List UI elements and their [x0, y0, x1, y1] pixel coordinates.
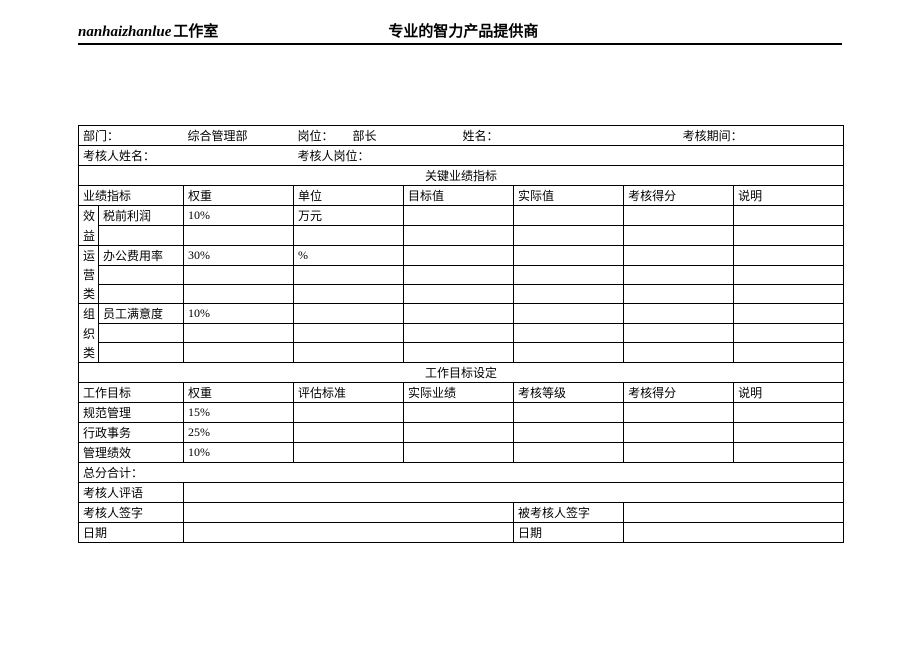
goal-h1: 工作目标 — [79, 382, 184, 402]
assessor-name-label: 考核人姓名： — [79, 146, 294, 166]
section1-title: 关键业绩指标 — [79, 166, 844, 186]
kpi-r1-unit: 万元 — [294, 206, 404, 226]
assessment-form: 部门： 综合管理部 岗位： 部长 姓名： 考核期间： 考核人姓名： 考核人岗位：… — [78, 125, 844, 543]
kpi-g1-l2: 益 — [79, 226, 99, 246]
total-row: 总分合计： — [79, 462, 844, 482]
kpi-r1-score — [624, 206, 734, 226]
comment-value — [184, 482, 844, 502]
kpi-row-2: 运 办公费用率 30% % — [79, 245, 844, 265]
goal-row-3: 管理绩效 10% — [79, 442, 844, 462]
goal-row-1: 规范管理 15% — [79, 402, 844, 422]
kpi-r1-target — [404, 206, 514, 226]
goal-h2: 权重 — [184, 382, 294, 402]
goal-r1-weight: 15% — [184, 402, 294, 422]
goal-h6: 考核得分 — [624, 382, 734, 402]
section1-title-row: 关键业绩指标 — [79, 166, 844, 186]
kpi-row-3b: 织 — [79, 324, 844, 343]
goal-row-2: 行政事务 25% — [79, 422, 844, 442]
dept-value: 综合管理部 — [184, 126, 294, 146]
info-row-1: 部门： 综合管理部 岗位： 部长 姓名： 考核期间： — [79, 126, 844, 146]
kpi-h1: 业绩指标 — [79, 186, 184, 206]
goal-h5: 考核等级 — [514, 382, 624, 402]
goal-header-row: 工作目标 权重 评估标准 实际业绩 考核等级 考核得分 说明 — [79, 382, 844, 402]
assessee-sign-label: 被考核人签字 — [514, 502, 624, 522]
dept-label: 部门： — [79, 126, 184, 146]
slogan: 专业的智力产品提供商 — [388, 20, 538, 41]
section2-title: 工作目标设定 — [79, 362, 844, 382]
kpi-r1-weight: 10% — [184, 206, 294, 226]
kpi-g3-l2: 织 — [79, 324, 99, 343]
kpi-h5: 实际值 — [514, 186, 624, 206]
date2-label: 日期 — [514, 522, 624, 542]
kpi-h2: 权重 — [184, 186, 294, 206]
kpi-h7: 说明 — [734, 186, 844, 206]
period-label: 考核期间： — [679, 126, 844, 146]
kpi-g2-l1: 运 — [79, 245, 99, 265]
goal-r2-weight: 25% — [184, 422, 294, 442]
goal-r1-name: 规范管理 — [79, 402, 184, 422]
date2-value — [624, 522, 844, 542]
kpi-r3-weight: 10% — [184, 304, 294, 324]
document-header: nanhaizhanlue 工作室 专业的智力产品提供商 — [78, 20, 842, 45]
kpi-r2-unit: % — [294, 245, 404, 265]
kpi-r2-weight: 30% — [184, 245, 294, 265]
goal-r2-name: 行政事务 — [79, 422, 184, 442]
date1-value — [184, 522, 514, 542]
kpi-r1-name: 税前利润 — [99, 206, 184, 226]
goal-r3-name: 管理绩效 — [79, 442, 184, 462]
kpi-r3-name: 员工满意度 — [99, 304, 184, 324]
assessor-sign-value — [184, 502, 514, 522]
kpi-g3-l1: 组 — [79, 304, 99, 324]
kpi-row-2b: 营 — [79, 265, 844, 284]
brand-en: nanhaizhanlue — [78, 24, 171, 41]
assessee-sign-value — [624, 502, 844, 522]
kpi-h3: 单位 — [294, 186, 404, 206]
section2-title-row: 工作目标设定 — [79, 362, 844, 382]
kpi-r2-name: 办公费用率 — [99, 245, 184, 265]
kpi-g2-l3: 类 — [79, 284, 99, 304]
total-label: 总分合计： — [79, 462, 844, 482]
goal-h4: 实际业绩 — [404, 382, 514, 402]
post-value: 部长 — [349, 126, 459, 146]
kpi-r1-note — [734, 206, 844, 226]
kpi-g2-l2: 营 — [79, 265, 99, 284]
date1-label: 日期 — [79, 522, 184, 542]
info-row-2: 考核人姓名： 考核人岗位： — [79, 146, 844, 166]
assessor-post-label: 考核人岗位： — [294, 146, 844, 166]
comment-label: 考核人评语 — [79, 482, 184, 502]
assessor-sign-label: 考核人签字 — [79, 502, 184, 522]
kpi-header-row: 业绩指标 权重 单位 目标值 实际值 考核得分 说明 — [79, 186, 844, 206]
kpi-h4: 目标值 — [404, 186, 514, 206]
goal-r3-weight: 10% — [184, 442, 294, 462]
sign-row: 考核人签字 被考核人签字 — [79, 502, 844, 522]
kpi-g3-l3: 类 — [79, 343, 99, 363]
kpi-row-1b: 益 — [79, 226, 844, 246]
kpi-row-2c: 类 — [79, 284, 844, 304]
goal-h3: 评估标准 — [294, 382, 404, 402]
brand-cn: 工作室 — [173, 20, 218, 41]
kpi-row-3: 组 员工满意度 10% — [79, 304, 844, 324]
kpi-r1-actual — [514, 206, 624, 226]
kpi-row-3c: 类 — [79, 343, 844, 363]
name-label: 姓名： — [459, 126, 569, 146]
name-value — [569, 126, 679, 146]
kpi-h6: 考核得分 — [624, 186, 734, 206]
kpi-g1-l1: 效 — [79, 206, 99, 226]
date-row: 日期 日期 — [79, 522, 844, 542]
goal-h7: 说明 — [734, 382, 844, 402]
post-label: 岗位： — [294, 126, 349, 146]
kpi-row-1: 效 税前利润 10% 万元 — [79, 206, 844, 226]
comment-row: 考核人评语 — [79, 482, 844, 502]
